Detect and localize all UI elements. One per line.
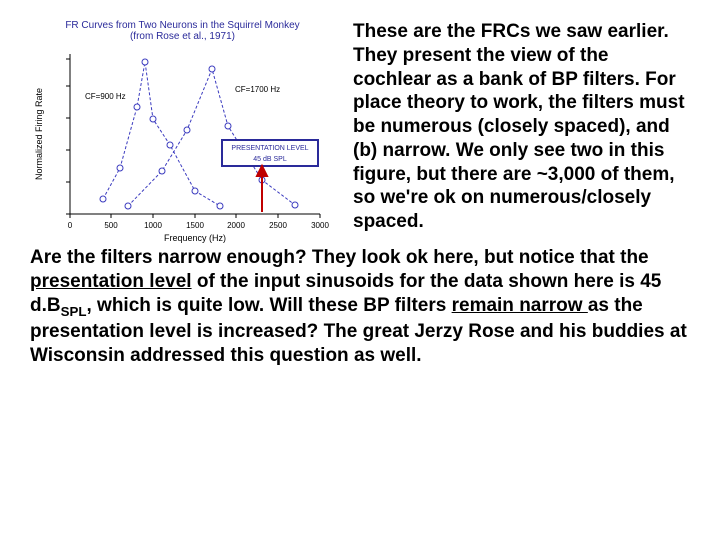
cf1-label: CF=900 Hz bbox=[85, 92, 126, 101]
p2-a: Are the filters narrow enough? They look… bbox=[30, 247, 649, 268]
svg-text:1500: 1500 bbox=[186, 221, 204, 230]
svg-text:3000: 3000 bbox=[311, 221, 329, 230]
p2-underline-remain-narrow: remain narrow bbox=[452, 295, 588, 316]
top-row: FR Curves from Two Neurons in the Squirr… bbox=[30, 20, 690, 244]
presentation-level-box: PRESENTATION LEVEL 45 dB SPL bbox=[222, 140, 318, 166]
svg-text:2500: 2500 bbox=[269, 221, 287, 230]
svg-text:1000: 1000 bbox=[144, 221, 162, 230]
arrow-icon bbox=[257, 166, 267, 212]
svg-text:2000: 2000 bbox=[227, 221, 245, 230]
chart-container: FR Curves from Two Neurons in the Squirr… bbox=[30, 20, 335, 244]
paragraph-1: These are the FRCs we saw earlier. They … bbox=[335, 20, 690, 234]
p2-b: of the input sinusoids for the data show… bbox=[192, 271, 641, 292]
svg-text:45 dB SPL: 45 dB SPL bbox=[253, 156, 287, 163]
series-cf900-line bbox=[103, 62, 220, 206]
chart-title-line2: (from Rose et al., 1971) bbox=[130, 31, 235, 42]
chart-title-line1: FR Curves from Two Neurons in the Squirr… bbox=[65, 20, 299, 31]
cf2-label: CF=1700 Hz bbox=[235, 85, 280, 94]
x-axis-label: Frequency (Hz) bbox=[164, 233, 226, 243]
frc-chart: 0 500 1000 1500 2000 2500 3000 bbox=[30, 44, 330, 244]
paragraph-2: Are the filters narrow enough? They look… bbox=[30, 246, 690, 367]
p2-c: , which is quite low. Will these BP filt… bbox=[86, 295, 451, 316]
p2-underline-presentation-level: presentation level bbox=[30, 271, 192, 292]
chart-title: FR Curves from Two Neurons in the Squirr… bbox=[30, 20, 335, 42]
svg-text:0: 0 bbox=[68, 221, 73, 230]
chart-svg: 0 500 1000 1500 2000 2500 3000 bbox=[30, 44, 330, 244]
slide: FR Curves from Two Neurons in the Squirr… bbox=[0, 0, 720, 540]
series-cf900-markers bbox=[100, 59, 223, 209]
y-axis-label: Normalized Firing Rate bbox=[34, 88, 44, 180]
svg-text:500: 500 bbox=[104, 221, 118, 230]
svg-text:PRESENTATION LEVEL: PRESENTATION LEVEL bbox=[231, 145, 308, 152]
p2-spl-sub: SPL bbox=[61, 303, 87, 318]
